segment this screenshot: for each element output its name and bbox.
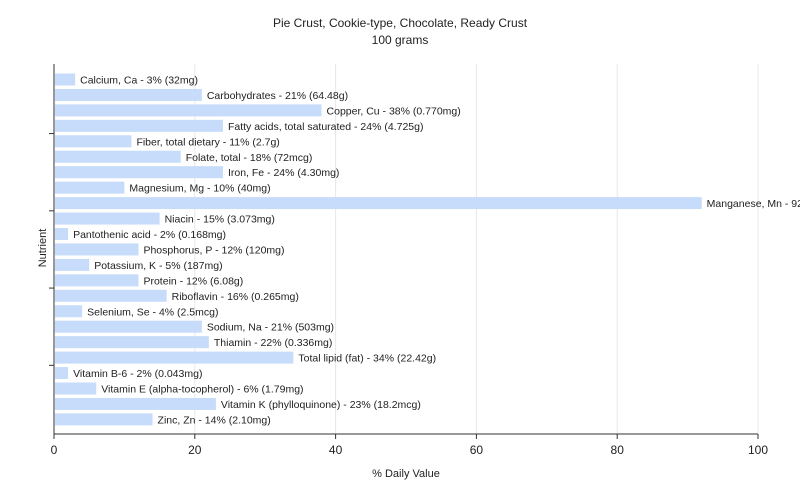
- x-tick-label: 40: [329, 443, 343, 457]
- bar-label: Manganese, Mn - 92% (1.833mg): [707, 198, 800, 210]
- x-tick-label: 20: [188, 443, 202, 457]
- bar: [55, 166, 223, 179]
- bar: [55, 413, 153, 426]
- bar-label: Total lipid (fat) - 34% (22.42g): [298, 353, 436, 365]
- bar: [55, 228, 69, 240]
- bar-label: Vitamin K (phylloquinone) - 23% (18.2mcg…: [221, 399, 421, 411]
- bar: [55, 197, 702, 210]
- bar: [55, 320, 202, 333]
- bar-label: Fiber, total dietary - 11% (2.7g): [136, 136, 279, 148]
- bar: [55, 150, 181, 163]
- x-ticks: 0 20 40 60 80 100: [51, 434, 768, 457]
- bar: [55, 212, 160, 225]
- bar-label: Potassium, K - 5% (187mg): [94, 260, 222, 272]
- bar-label: Thiamin - 22% (0.336mg): [214, 337, 332, 349]
- bar: [55, 181, 125, 194]
- bar-label: Vitamin E (alpha-tocopherol) - 6% (1.79m…: [101, 384, 303, 396]
- x-tick-label: 0: [51, 443, 58, 457]
- bar: [55, 367, 69, 380]
- bar-label: Pantothenic acid - 2% (0.168mg): [73, 229, 226, 241]
- bars: Calcium, Ca - 3% (32mg) Carbohydrates - 2…: [55, 73, 800, 426]
- x-tick-label: 80: [611, 443, 625, 457]
- x-axis-title: % Daily Value: [372, 468, 440, 480]
- bar: [55, 289, 167, 302]
- bar: [55, 351, 294, 364]
- bar-label: Magnesium, Mg - 10% (40mg): [129, 183, 270, 195]
- bar: [55, 243, 139, 256]
- bar-label: Vitamin B-6 - 2% (0.043mg): [73, 368, 202, 380]
- x-tick-label: 60: [470, 443, 484, 457]
- bar-label: Iron, Fe - 24% (4.30mg): [228, 167, 339, 179]
- axes: [49, 64, 758, 435]
- bar-label: Carbohydrates - 21% (64.48g): [207, 90, 348, 102]
- bar-label: Selenium, Se - 4% (2.5mcg): [87, 306, 218, 318]
- bar-label: Riboflavin - 16% (0.265mg): [172, 291, 299, 303]
- y-axis-title: Nutrient: [37, 229, 49, 268]
- bar: [55, 73, 76, 86]
- bar: [55, 305, 83, 318]
- bar-label: Copper, Cu - 38% (0.770mg): [327, 105, 461, 117]
- bar: [55, 135, 132, 148]
- bar-label: Fatty acids, total saturated - 24% (4.72…: [228, 121, 424, 133]
- bar-label: Protein - 12% (6.08g): [143, 275, 243, 287]
- bar: [55, 336, 209, 349]
- grid: [194, 64, 759, 434]
- bar: [55, 382, 97, 395]
- bar: [55, 258, 90, 271]
- chart-title: Pie Crust, Cookie-type, Chocolate, Ready…: [273, 16, 528, 30]
- x-tick-label: 100: [748, 443, 768, 457]
- bar-label: Zinc, Zn - 14% (2.10mg): [158, 414, 271, 426]
- bar-label: Calcium, Ca - 3% (32mg): [80, 75, 198, 87]
- bar: [55, 274, 139, 287]
- bar-label: Phosphorus, P - 12% (120mg): [143, 244, 284, 256]
- bar: [55, 119, 223, 132]
- bar-label: Sodium, Na - 21% (503mg): [207, 322, 334, 334]
- bar-label: Folate, total - 18% (72mcg): [186, 152, 313, 164]
- bar: [55, 397, 216, 410]
- bar: [55, 104, 322, 117]
- bar: [55, 88, 202, 101]
- bar-label: Niacin - 15% (3.073mg): [165, 214, 275, 226]
- chart-subtitle: 100 grams: [372, 33, 429, 47]
